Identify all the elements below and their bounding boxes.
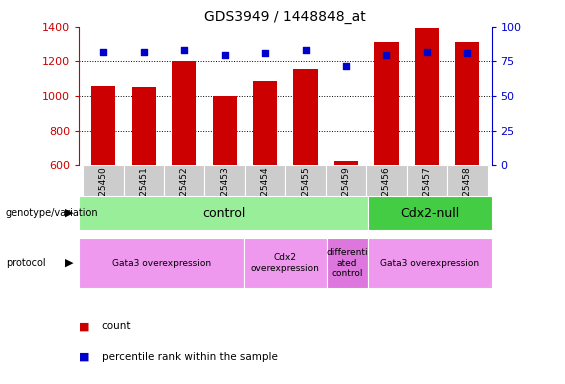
Text: ■: ■ [79,321,90,331]
Text: GSM325454: GSM325454 [260,167,270,221]
Point [301,47,310,53]
Bar [366,165,407,196]
Text: Gata3 overexpression: Gata3 overexpression [112,258,211,268]
Text: ▶: ▶ [65,208,73,218]
Point [140,49,149,55]
Point [260,50,270,56]
Bar [79,196,368,230]
Bar [368,196,492,230]
Bar [327,238,368,288]
Text: GSM325459: GSM325459 [341,167,350,222]
Point [341,63,350,69]
Bar [164,165,205,196]
Text: ■: ■ [79,352,90,362]
Point [99,49,108,55]
Bar [205,165,245,196]
Bar [79,238,244,288]
Point [180,47,189,53]
Text: control: control [202,207,245,220]
Bar [326,165,366,196]
Point [220,51,229,58]
Bar [244,238,327,288]
Bar [415,28,439,165]
Text: Gata3 overexpression: Gata3 overexpression [380,258,479,268]
Bar [455,41,480,165]
Text: GSM325452: GSM325452 [180,167,189,221]
Point [382,51,391,58]
Text: GSM325455: GSM325455 [301,167,310,222]
Bar [245,165,285,196]
Bar [285,165,326,196]
Text: GSM325456: GSM325456 [382,167,391,222]
Bar [83,165,124,196]
Bar [132,87,156,165]
Text: Cdx2
overexpression: Cdx2 overexpression [251,253,320,273]
Text: ▶: ▶ [65,258,73,268]
Text: percentile rank within the sample: percentile rank within the sample [102,352,277,362]
Bar [124,165,164,196]
Text: protocol: protocol [6,258,45,268]
Bar [91,86,115,165]
Point [422,49,431,55]
Text: GSM325458: GSM325458 [463,167,472,222]
Bar [447,165,488,196]
Text: Cdx2-null: Cdx2-null [400,207,459,220]
Bar [253,81,277,165]
Bar [374,43,398,165]
Bar [212,96,237,165]
Point [463,50,472,56]
Title: GDS3949 / 1448848_at: GDS3949 / 1448848_at [205,10,366,25]
Bar [334,161,358,165]
Text: GSM325457: GSM325457 [423,167,431,222]
Text: GSM325450: GSM325450 [99,167,108,222]
Bar [172,61,197,165]
Text: genotype/variation: genotype/variation [6,208,98,218]
Text: count: count [102,321,131,331]
Text: GSM325453: GSM325453 [220,167,229,222]
Bar [407,165,447,196]
Text: differenti
ated
control: differenti ated control [327,248,368,278]
Bar [293,69,318,165]
Bar [368,238,492,288]
Text: GSM325451: GSM325451 [140,167,148,222]
